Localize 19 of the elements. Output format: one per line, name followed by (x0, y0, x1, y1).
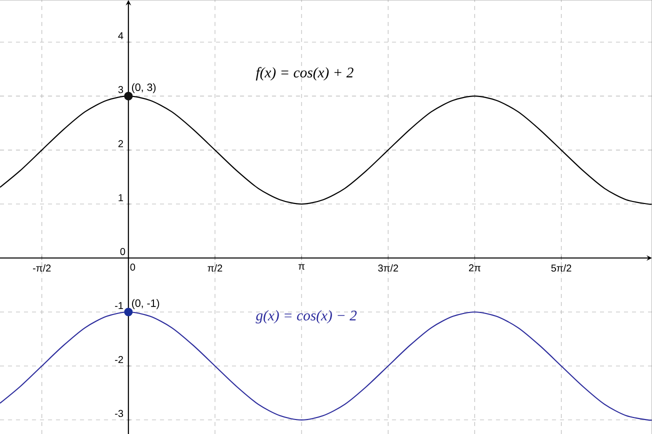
x-tick-label: 0 (130, 264, 136, 271)
x-tick-label: 2π (468, 264, 480, 272)
annotation: (0, 3) (132, 83, 156, 94)
annotation: (0, -1) (132, 299, 160, 310)
x-tick-label: π/2 (208, 264, 222, 272)
text: f(x) = cos(x) + 2 (256, 67, 354, 80)
y-tick-label: 3 (118, 86, 124, 94)
y-tick-label: 0 (120, 248, 126, 256)
y-tick-label: -3 (115, 410, 124, 418)
y-tick-label: 2 (118, 140, 123, 148)
x-tick-label: 5π/2 (551, 264, 572, 272)
text: g(x) = cos(x) − 2 (256, 310, 357, 324)
y-tick-label: 4 (118, 32, 124, 40)
x-tick-label: 3π/2 (378, 264, 398, 272)
y-tick-label: -2 (115, 356, 123, 364)
x-tick-label: π (298, 264, 305, 270)
y-tick-label: -1 (115, 302, 124, 310)
x-tick-label: -π/2 (33, 264, 51, 272)
y-tick-label: 1 (118, 194, 124, 202)
